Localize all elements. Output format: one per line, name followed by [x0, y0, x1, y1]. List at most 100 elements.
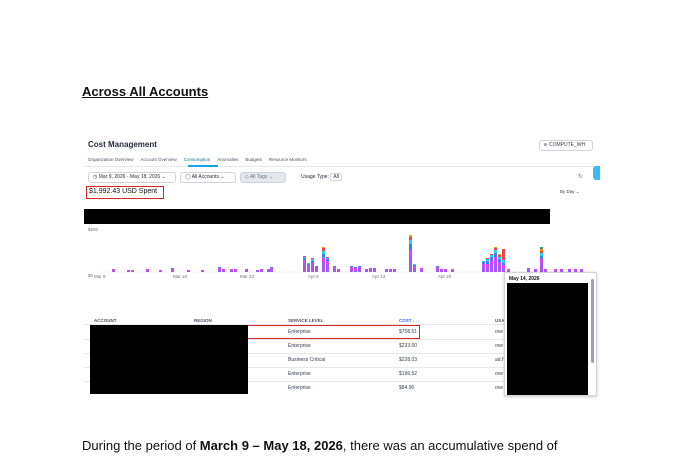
chart-bar-segment[interactable] [267, 270, 270, 272]
chart-bar-segment[interactable] [326, 259, 329, 261]
chart-bar-segment[interactable] [490, 264, 493, 272]
chart-bar-segment[interactable] [507, 270, 510, 272]
chart-bar-segment[interactable] [490, 254, 493, 255]
chart-bar-segment[interactable] [389, 269, 392, 270]
chart-bar-segment[interactable] [409, 250, 412, 258]
chart-bar-segment[interactable] [365, 269, 368, 270]
chart-bar-segment[interactable] [270, 269, 273, 272]
chart-bar-segment[interactable] [358, 266, 361, 267]
chart-bar-segment[interactable] [502, 249, 505, 260]
chart-bar-segment[interactable] [568, 269, 571, 270]
chart-bar-segment[interactable] [494, 262, 497, 272]
chart-bar-segment[interactable] [527, 269, 530, 272]
chart-bar-segment[interactable] [409, 244, 412, 250]
chart-bar-segment[interactable] [486, 261, 489, 264]
chart-bar-segment[interactable] [482, 262, 485, 264]
chart-bar-segment[interactable] [544, 269, 547, 270]
chart-bar-segment[interactable] [580, 270, 583, 272]
chart-bar-segment[interactable] [413, 265, 416, 266]
chart-bar-segment[interactable] [322, 251, 325, 254]
chart-bar-segment[interactable] [413, 266, 416, 268]
chart-bar-segment[interactable] [303, 258, 306, 260]
chart-bar-segment[interactable] [494, 250, 497, 253]
chart-bar-segment[interactable] [494, 253, 497, 257]
tags-filter[interactable]: ◇ All Tags ⌄ [240, 172, 286, 183]
warehouse-button[interactable]: COMPUTE_WH [539, 140, 593, 151]
chart-bar-segment[interactable] [498, 254, 501, 255]
chart-bar-segment[interactable] [486, 267, 489, 272]
chart-bar-segment[interactable] [303, 257, 306, 258]
column-header-account[interactable]: ACCOUNT [94, 318, 117, 323]
tab-budgets[interactable]: Budgets [245, 157, 262, 162]
chart-bar-segment[interactable] [393, 270, 396, 272]
chart-bar-segment[interactable] [234, 269, 237, 270]
chart-bar-segment[interactable] [245, 269, 248, 270]
usage-type-value[interactable]: All [330, 173, 342, 181]
chart-bar-segment[interactable] [333, 267, 336, 269]
column-header-cost[interactable]: COST ↓ [399, 318, 415, 323]
chart-bar-segment[interactable] [580, 269, 583, 270]
chart-bar-segment[interactable] [436, 266, 439, 267]
chart-bar-segment[interactable] [385, 270, 388, 272]
chart-bar-segment[interactable] [451, 270, 454, 272]
chart-bar-segment[interactable] [326, 261, 329, 264]
chart-bar-segment[interactable] [486, 258, 489, 259]
chart-bar-segment[interactable] [451, 269, 454, 270]
usage-type-filter[interactable]: Usage Type: All [296, 172, 352, 183]
chart-bar-segment[interactable] [315, 266, 318, 267]
tab-account-overview[interactable]: Account Overview [140, 157, 177, 162]
chart-bar-segment[interactable] [540, 247, 543, 248]
chart-bar-segment[interactable] [540, 256, 543, 259]
chart-bar-segment[interactable] [369, 269, 372, 272]
chart-bar-segment[interactable] [326, 258, 329, 259]
chart-bar-segment[interactable] [385, 269, 388, 270]
chart-bar-segment[interactable] [307, 263, 310, 264]
chart-bar-segment[interactable] [560, 269, 563, 270]
chart-bar-segment[interactable] [322, 248, 325, 251]
chart-bar-segment[interactable] [554, 270, 557, 272]
chart-bar-segment[interactable] [540, 263, 543, 272]
chart-bar-segment[interactable] [373, 270, 376, 272]
chart-bar-segment[interactable] [409, 240, 412, 244]
chart-bar-segment[interactable] [494, 248, 497, 250]
chart-bar-segment[interactable] [350, 266, 353, 267]
column-header-region[interactable]: REGION [194, 318, 212, 323]
chart-bar-segment[interactable] [409, 237, 412, 240]
chart-bar-segment[interactable] [322, 262, 325, 272]
chart-bar-segment[interactable] [409, 235, 412, 237]
chart-bar-segment[interactable] [502, 263, 505, 265]
chart-bar-segment[interactable] [540, 253, 543, 256]
chart-bar-segment[interactable] [420, 268, 423, 269]
chart-bar-segment[interactable] [307, 264, 310, 266]
chart-bar-segment[interactable] [420, 269, 423, 272]
column-header-service-level[interactable]: SERVICE LEVEL [288, 318, 324, 323]
chart-bar-segment[interactable] [333, 266, 336, 267]
chart-bar-segment[interactable] [482, 267, 485, 272]
tooltip-scrollbar[interactable] [591, 279, 594, 363]
chart-bar-segment[interactable] [507, 269, 510, 270]
chart-bar-segment[interactable] [540, 259, 543, 263]
chart-bar-segment[interactable] [303, 260, 306, 263]
chart-bar-segment[interactable] [540, 251, 543, 253]
chart-bar-segment[interactable] [350, 267, 353, 269]
chart-bar-segment[interactable] [486, 264, 489, 267]
chart-bar-segment[interactable] [358, 269, 361, 272]
column-header-usage[interactable]: USA [495, 318, 505, 323]
chart-bar-segment[interactable] [393, 269, 396, 270]
chart-bar-segment[interactable] [322, 258, 325, 262]
chart-bar-segment[interactable] [534, 270, 537, 272]
tab-resource-monitors[interactable]: Resource Monitors [268, 157, 307, 162]
chart-bar-segment[interactable] [486, 259, 489, 261]
chart-bar-segment[interactable] [218, 269, 221, 272]
chart-bar-segment[interactable] [146, 269, 149, 270]
chart-bar-segment[interactable] [127, 270, 130, 272]
chart-bar-segment[interactable] [544, 270, 547, 272]
chart-bar-segment[interactable] [222, 270, 225, 272]
chart-bar-segment[interactable] [230, 270, 233, 272]
chart-bar-segment[interactable] [494, 247, 497, 248]
chart-bar-segment[interactable] [311, 266, 314, 272]
tab-organization-overview[interactable]: Organization Overview [88, 157, 134, 162]
chart-bar-segment[interactable] [222, 269, 225, 270]
chart-bar-segment[interactable] [413, 268, 416, 272]
chart-bar-segment[interactable] [307, 266, 310, 268]
